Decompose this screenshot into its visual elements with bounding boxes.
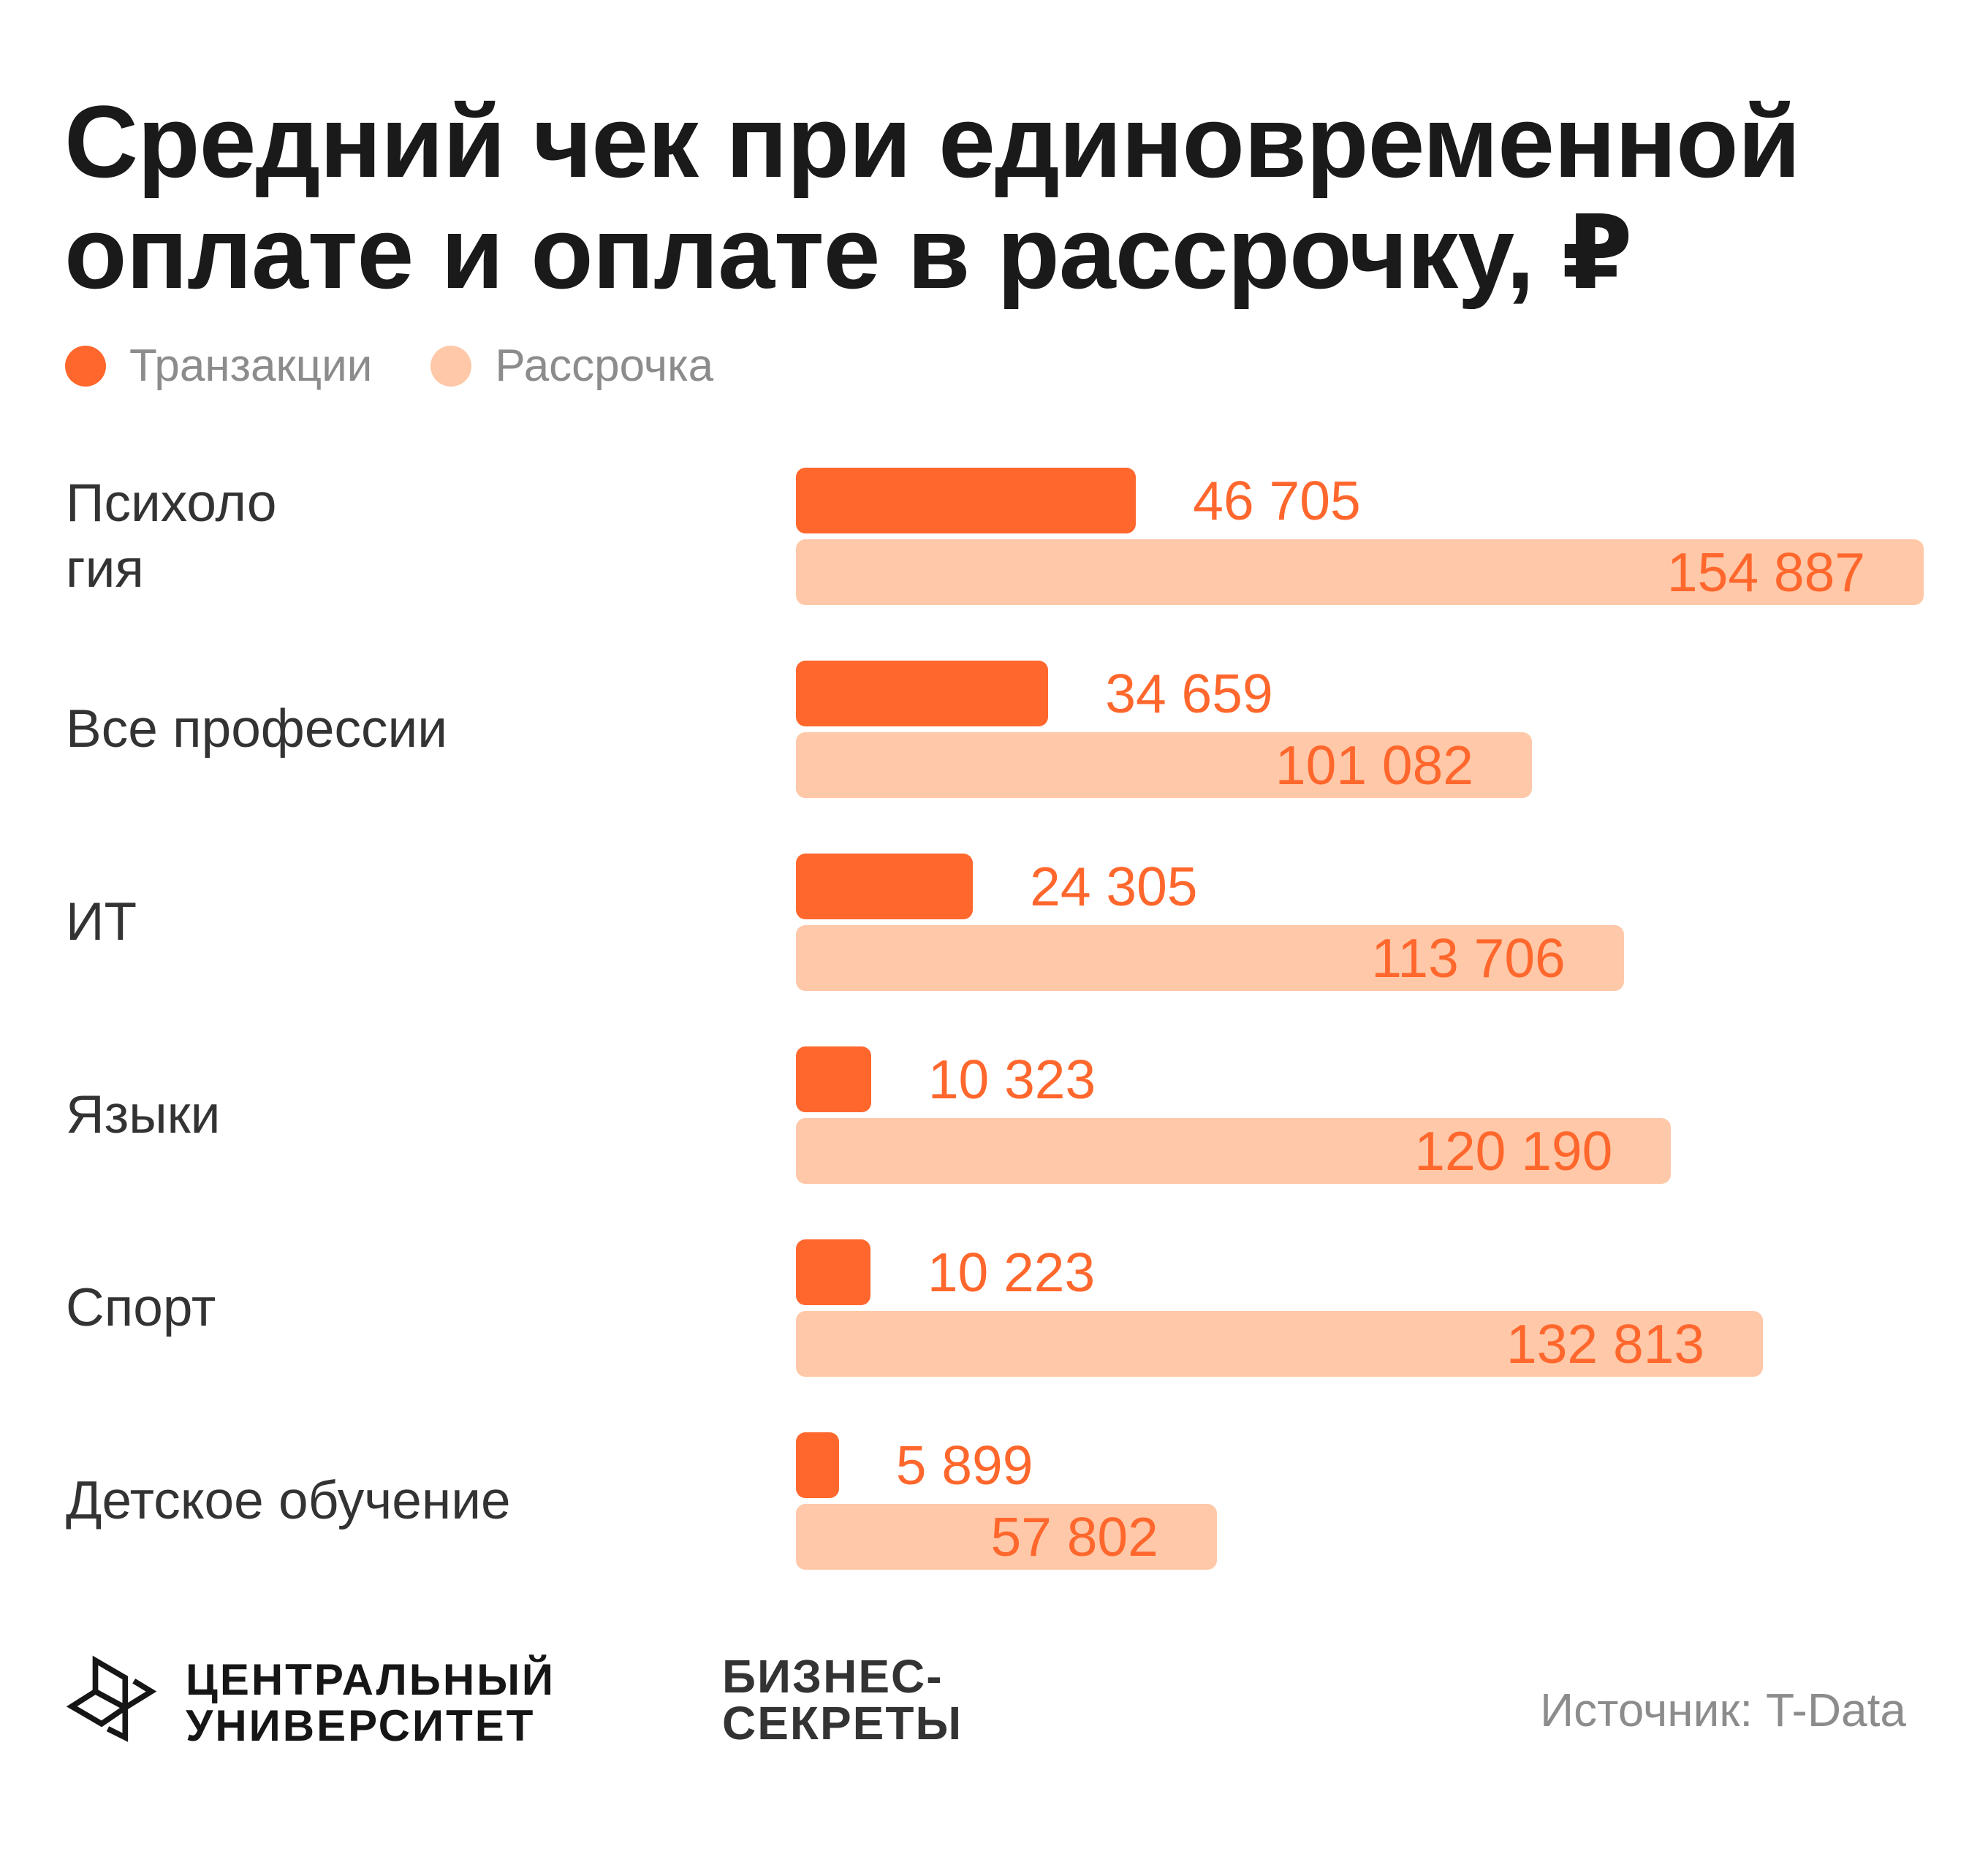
central-university-line-2: УНИВЕРСИТЕТ <box>186 1701 536 1750</box>
category-label: Психоло гия <box>66 471 276 602</box>
value-label-transactions: 10 323 <box>927 1049 1096 1110</box>
bar-installments <box>796 1504 1217 1570</box>
category-label-line: Все профессии <box>66 699 448 759</box>
central-university-logo: ЦЕНТРАЛЬНЫЙ УНИВЕРСИТЕТ <box>64 1653 555 1752</box>
legend-item-transactions: Транзакции <box>65 342 372 390</box>
legend-label-installments: Рассрочка <box>495 341 714 391</box>
value-label-installments: 113 706 <box>1371 927 1566 989</box>
value-label-installments: 101 082 <box>1275 734 1473 796</box>
value-label-transactions: 24 305 <box>1030 856 1198 917</box>
legend-dot-transactions-icon <box>65 346 106 387</box>
value-label-transactions: 46 705 <box>1193 470 1361 531</box>
category-label: Спорт <box>66 1275 216 1341</box>
category-label-line: ИТ <box>66 892 137 951</box>
category-label: Языки <box>66 1082 220 1148</box>
value-label-transactions: 10 223 <box>927 1242 1096 1303</box>
chart-title: Средний чек при единовременной оплате и … <box>64 86 1892 308</box>
legend-label-transactions: Транзакции <box>129 341 373 391</box>
chart-title-line-2: оплате и оплате в рассрочку, ₽ <box>64 195 1633 310</box>
business-secrets-line-2: СЕКРЕТЫ <box>722 1697 963 1749</box>
value-label-transactions: 34 659 <box>1105 663 1273 724</box>
business-secrets-logo: БИЗНЕС- СЕКРЕТЫ <box>722 1653 963 1747</box>
value-label-installments: 132 813 <box>1506 1313 1705 1375</box>
source-note: Источник: T-Data <box>1540 1684 1906 1736</box>
central-university-wordmark: ЦЕНТРАЛЬНЫЙ УНИВЕРСИТЕТ <box>186 1657 555 1749</box>
value-label-transactions: 5 899 <box>895 1434 1033 1496</box>
bar-transactions <box>796 854 974 919</box>
central-university-logo-icon <box>66 1655 157 1742</box>
bar-installments <box>796 732 1532 798</box>
value-label-installments: 57 802 <box>990 1506 1158 1568</box>
chart-title-line-1: Средний чек при единовременной <box>64 84 1801 199</box>
category-label: ИТ <box>66 889 137 955</box>
bar-transactions <box>796 468 1137 533</box>
value-label-installments: 154 887 <box>1666 542 1865 603</box>
category-label-line: гия <box>66 539 144 598</box>
legend-item-installments: Рассрочка <box>430 342 713 390</box>
category-label-line: Языки <box>66 1085 221 1144</box>
bar-installments <box>796 925 1624 991</box>
legend: Транзакции Рассрочка <box>65 342 772 390</box>
bar-installments <box>796 1118 1672 1184</box>
category-label-line: Психоло <box>66 474 277 533</box>
bar-transactions <box>796 661 1049 726</box>
category-label: Все профессии <box>66 696 447 762</box>
value-label-installments: 120 190 <box>1414 1120 1613 1182</box>
business-secrets-line-1: БИЗНЕС- <box>722 1650 944 1703</box>
bar-transactions <box>796 1046 871 1112</box>
bar-installments <box>796 539 1924 605</box>
bar-installments <box>796 1311 1764 1377</box>
category-label-line: Детское обучение <box>66 1471 511 1530</box>
central-university-line-1: ЦЕНТРАЛЬНЫЙ <box>186 1655 556 1704</box>
category-label-line: Спорт <box>66 1278 216 1337</box>
legend-dot-installments-icon <box>430 346 472 387</box>
category-label: Детское обучение <box>66 1468 511 1534</box>
bar-transactions <box>796 1239 870 1305</box>
bar-transactions <box>796 1432 839 1498</box>
